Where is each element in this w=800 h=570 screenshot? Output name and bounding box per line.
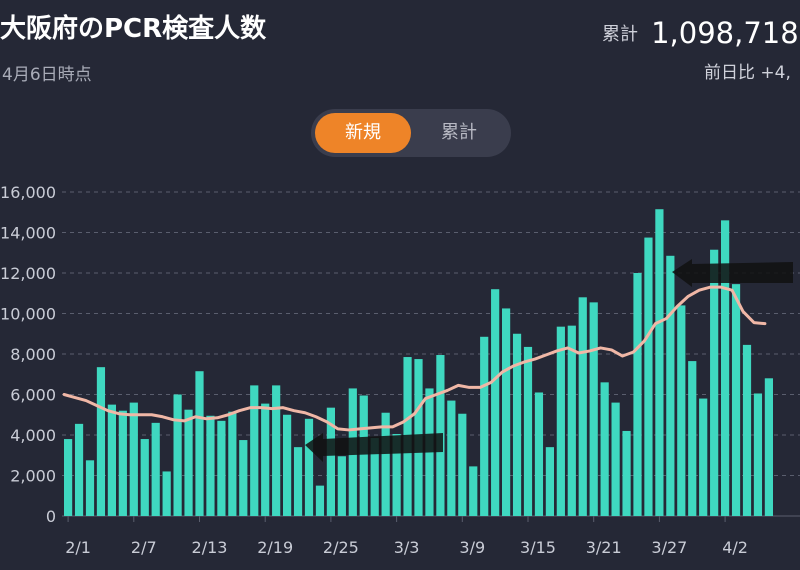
- bar: [64, 439, 73, 516]
- y-tick-label: 16,000: [0, 183, 56, 202]
- bar: [567, 325, 576, 516]
- bar: [184, 409, 193, 516]
- bar: [74, 423, 84, 516]
- bar: [250, 385, 259, 516]
- bar: [721, 220, 730, 516]
- bar: [611, 402, 620, 516]
- bar: [173, 394, 182, 516]
- bar: [162, 471, 171, 516]
- bar: [206, 415, 215, 516]
- as-of-date: 4月6日時点: [2, 65, 92, 85]
- x-tick-label: 3/3: [394, 538, 420, 557]
- x-tick-label: 4/2: [722, 538, 748, 557]
- x-tick-label: 3/9: [459, 538, 485, 557]
- annotation-arrow: [305, 433, 443, 462]
- bar: [151, 422, 160, 516]
- bar: [469, 466, 478, 516]
- x-tick-label: 3/27: [651, 538, 687, 557]
- page-title: 大阪府のPCR検査人数: [0, 14, 267, 44]
- bar: [228, 411, 237, 516]
- bar: [742, 344, 752, 516]
- bar: [337, 456, 346, 516]
- bar: [491, 289, 500, 516]
- x-tick-label: 2/19: [257, 538, 293, 557]
- bar: [107, 404, 116, 516]
- bar: [370, 438, 379, 516]
- y-tick-label: 8,000: [10, 345, 56, 364]
- annotation-arrow: [672, 259, 793, 287]
- view-toggle: 新規 累計: [311, 109, 511, 157]
- bar: [261, 403, 270, 516]
- bar: [304, 418, 314, 516]
- bar: [381, 412, 390, 516]
- x-tick-label: 2/13: [192, 538, 228, 557]
- bar: [589, 302, 598, 516]
- bar: [699, 398, 708, 516]
- total-label: 累計: [602, 24, 638, 45]
- y-tick-label: 0: [46, 507, 56, 526]
- bar: [753, 393, 763, 516]
- bar: [315, 485, 325, 516]
- x-tick-label: 3/15: [520, 538, 556, 557]
- bar: [458, 413, 467, 516]
- bar: [272, 385, 281, 516]
- bar: [731, 284, 741, 516]
- y-tick-label: 4,000: [10, 426, 56, 445]
- bar: [764, 378, 773, 516]
- total-summary: 累計 1,098,718: [602, 16, 799, 50]
- bar: [140, 439, 149, 516]
- bar: [710, 249, 719, 516]
- bar: [666, 255, 675, 516]
- y-tick-label: 12,000: [0, 264, 56, 283]
- bar: [688, 361, 697, 516]
- bar: [644, 237, 653, 516]
- bar: [534, 392, 544, 516]
- bar: [195, 371, 204, 516]
- x-tick-label: 2/25: [323, 538, 359, 557]
- bar: [283, 414, 292, 516]
- day-over-day-diff: 前日比 +4,: [704, 63, 791, 83]
- bar: [578, 297, 587, 516]
- bar: [655, 209, 664, 516]
- bar: [512, 333, 522, 516]
- cumulative-toggle-button[interactable]: 累計: [441, 122, 477, 143]
- bar: [633, 273, 642, 516]
- y-tick-label: 14,000: [0, 224, 56, 243]
- bar: [677, 305, 686, 516]
- bar: [217, 420, 226, 516]
- bar: [239, 440, 248, 516]
- bar: [293, 447, 303, 516]
- bar: [392, 433, 401, 516]
- bar: [622, 430, 631, 516]
- bar: [96, 367, 106, 516]
- average-line: [62, 285, 767, 432]
- y-tick-label: 2,000: [10, 467, 56, 486]
- new-toggle-button[interactable]: 新規: [315, 113, 411, 153]
- bar: [326, 407, 335, 516]
- bar: [85, 460, 95, 516]
- y-tick-label: 10,000: [0, 305, 56, 324]
- x-tick-label: 2/1: [65, 538, 91, 557]
- bar: [502, 308, 511, 516]
- bar: [545, 447, 554, 516]
- bar: [359, 395, 368, 516]
- total-value: 1,098,718: [651, 16, 799, 50]
- bar: [600, 382, 609, 516]
- bar: [480, 336, 489, 516]
- x-tick-label: 3/21: [586, 538, 622, 557]
- y-tick-label: 6,000: [10, 386, 56, 405]
- bar: [118, 410, 127, 516]
- bar: [129, 402, 138, 516]
- bar: [556, 326, 565, 516]
- bar: [523, 346, 533, 516]
- bar: [447, 400, 456, 516]
- x-tick-label: 2/7: [131, 538, 157, 557]
